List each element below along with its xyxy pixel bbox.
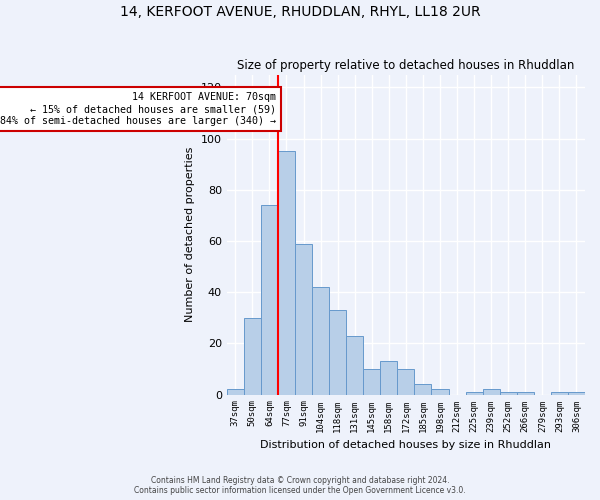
Bar	[261, 205, 278, 394]
Bar	[551, 392, 568, 394]
Bar	[363, 369, 380, 394]
Bar	[568, 392, 585, 394]
Bar	[415, 384, 431, 394]
Bar	[500, 392, 517, 394]
Bar	[482, 390, 500, 394]
Text: 14, KERFOOT AVENUE, RHUDDLAN, RHYL, LL18 2UR: 14, KERFOOT AVENUE, RHUDDLAN, RHYL, LL18…	[119, 5, 481, 19]
Bar	[346, 336, 363, 394]
Bar	[329, 310, 346, 394]
Y-axis label: Number of detached properties: Number of detached properties	[185, 147, 195, 322]
Bar	[227, 390, 244, 394]
Bar	[380, 362, 397, 394]
Title: Size of property relative to detached houses in Rhuddlan: Size of property relative to detached ho…	[237, 59, 575, 72]
Bar	[397, 369, 415, 394]
Bar	[312, 287, 329, 395]
Text: 14 KERFOOT AVENUE: 70sqm
← 15% of detached houses are smaller (59)
84% of semi-d: 14 KERFOOT AVENUE: 70sqm ← 15% of detach…	[0, 92, 276, 126]
Bar	[517, 392, 534, 394]
Bar	[278, 152, 295, 394]
Bar	[295, 244, 312, 394]
Bar	[244, 318, 261, 394]
Text: Contains HM Land Registry data © Crown copyright and database right 2024.
Contai: Contains HM Land Registry data © Crown c…	[134, 476, 466, 495]
Bar	[431, 390, 449, 394]
X-axis label: Distribution of detached houses by size in Rhuddlan: Distribution of detached houses by size …	[260, 440, 551, 450]
Bar	[466, 392, 482, 394]
